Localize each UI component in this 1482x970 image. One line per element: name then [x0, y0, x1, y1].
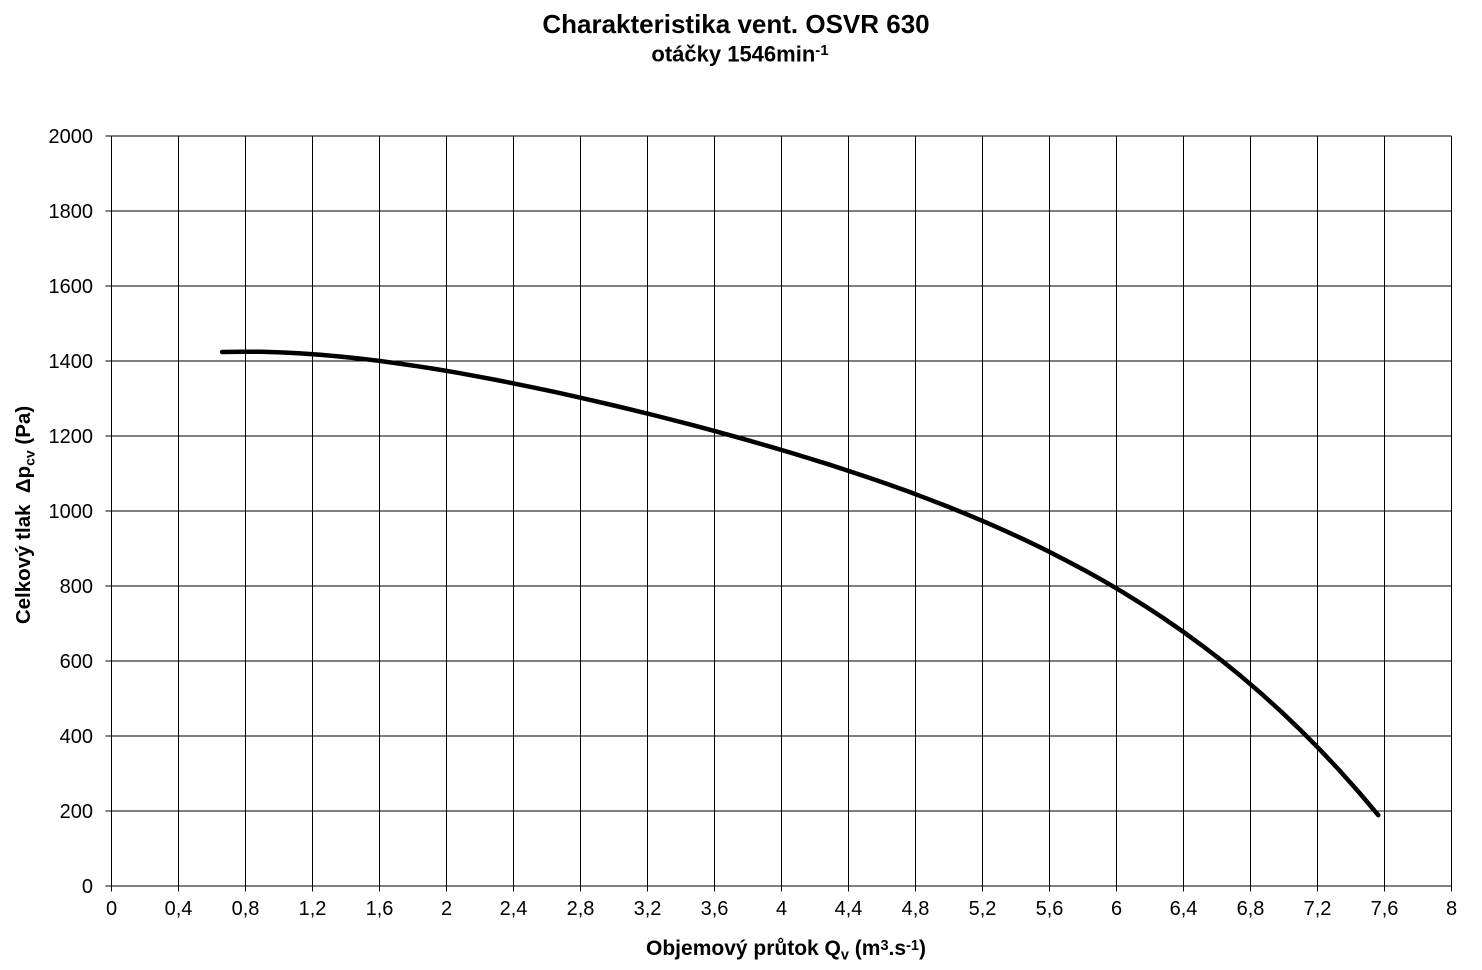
svg-text:4,4: 4,4	[835, 898, 863, 920]
svg-text:2,8: 2,8	[567, 898, 595, 920]
svg-text:5,6: 5,6	[1036, 898, 1064, 920]
svg-text:Objemový průtok Qv (m3.s-1): Objemový průtok Qv (m3.s-1)	[646, 937, 926, 964]
svg-text:otáčky 1546min-1: otáčky 1546min-1	[651, 42, 828, 67]
svg-text:6: 6	[1111, 898, 1122, 920]
svg-text:3,2: 3,2	[634, 898, 662, 920]
svg-text:Celkový tlak Δpcv (Pa): Celkový tlak Δpcv (Pa)	[12, 406, 37, 624]
svg-text:600: 600	[60, 651, 93, 673]
svg-text:8: 8	[1446, 898, 1457, 920]
svg-text:2: 2	[441, 898, 452, 920]
svg-text:1600: 1600	[49, 276, 94, 298]
svg-text:2,4: 2,4	[500, 898, 528, 920]
svg-text:1800: 1800	[49, 201, 94, 223]
svg-text:3,6: 3,6	[701, 898, 729, 920]
svg-text:0: 0	[106, 898, 117, 920]
svg-text:7,2: 7,2	[1304, 898, 1332, 920]
svg-text:4: 4	[776, 898, 787, 920]
svg-text:1,6: 1,6	[366, 898, 394, 920]
svg-text:7,6: 7,6	[1371, 898, 1399, 920]
svg-text:2000: 2000	[49, 126, 94, 148]
svg-text:1,2: 1,2	[299, 898, 327, 920]
svg-text:200: 200	[60, 801, 93, 823]
svg-text:0,8: 0,8	[232, 898, 260, 920]
svg-text:1000: 1000	[49, 501, 94, 523]
svg-text:Charakteristika vent. OSVR 630: Charakteristika vent. OSVR 630	[542, 9, 929, 39]
svg-text:0,4: 0,4	[165, 898, 193, 920]
svg-text:1200: 1200	[49, 426, 94, 448]
svg-text:6,8: 6,8	[1237, 898, 1265, 920]
svg-text:4,8: 4,8	[902, 898, 930, 920]
svg-text:5,2: 5,2	[969, 898, 997, 920]
svg-text:400: 400	[60, 726, 93, 748]
svg-text:1400: 1400	[49, 351, 94, 373]
svg-text:0: 0	[82, 876, 93, 898]
svg-text:6,4: 6,4	[1170, 898, 1198, 920]
svg-text:800: 800	[60, 576, 93, 598]
